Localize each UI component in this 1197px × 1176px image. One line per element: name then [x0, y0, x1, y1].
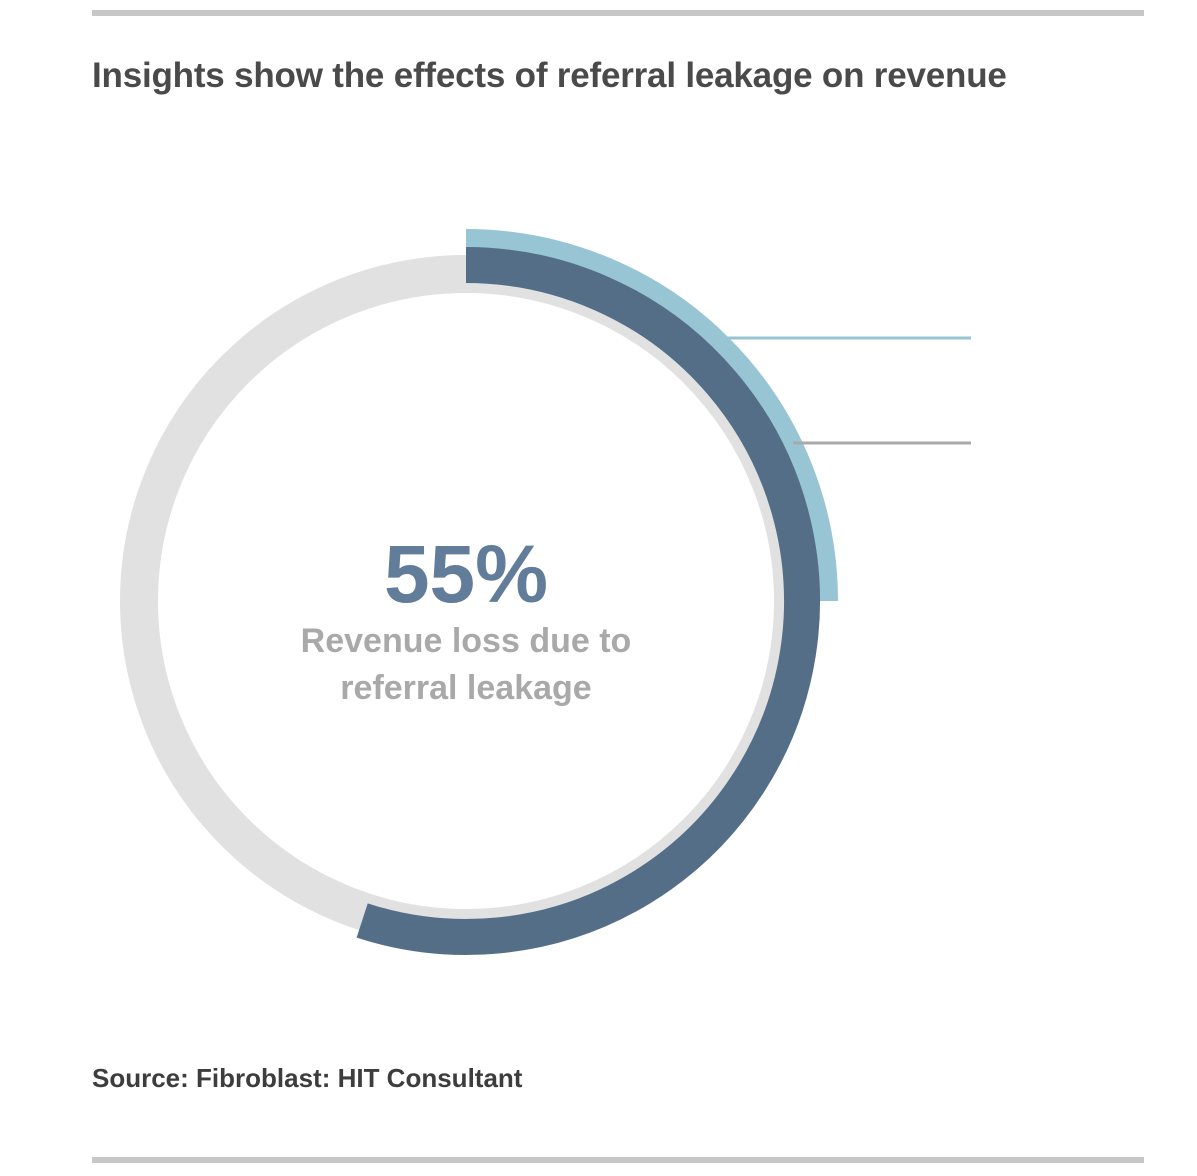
top-divider	[92, 10, 1144, 16]
page-title: Insights show the effects of referral le…	[92, 56, 1007, 95]
source-caption: Source: Fibroblast: HIT Consultant	[92, 1063, 523, 1093]
inner-arc-revenue-loss	[356, 247, 821, 955]
center-label-line-1: Revenue loss due to	[301, 622, 632, 660]
center-value: 55%	[384, 529, 548, 620]
center-label-line-2: referral leakage	[340, 669, 591, 707]
bottom-divider	[92, 1157, 1144, 1163]
